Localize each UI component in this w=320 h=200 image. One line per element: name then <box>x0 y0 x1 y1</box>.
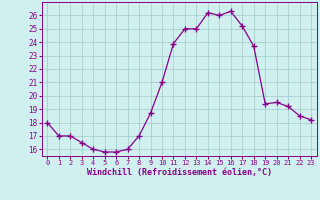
X-axis label: Windchill (Refroidissement éolien,°C): Windchill (Refroidissement éolien,°C) <box>87 168 272 177</box>
